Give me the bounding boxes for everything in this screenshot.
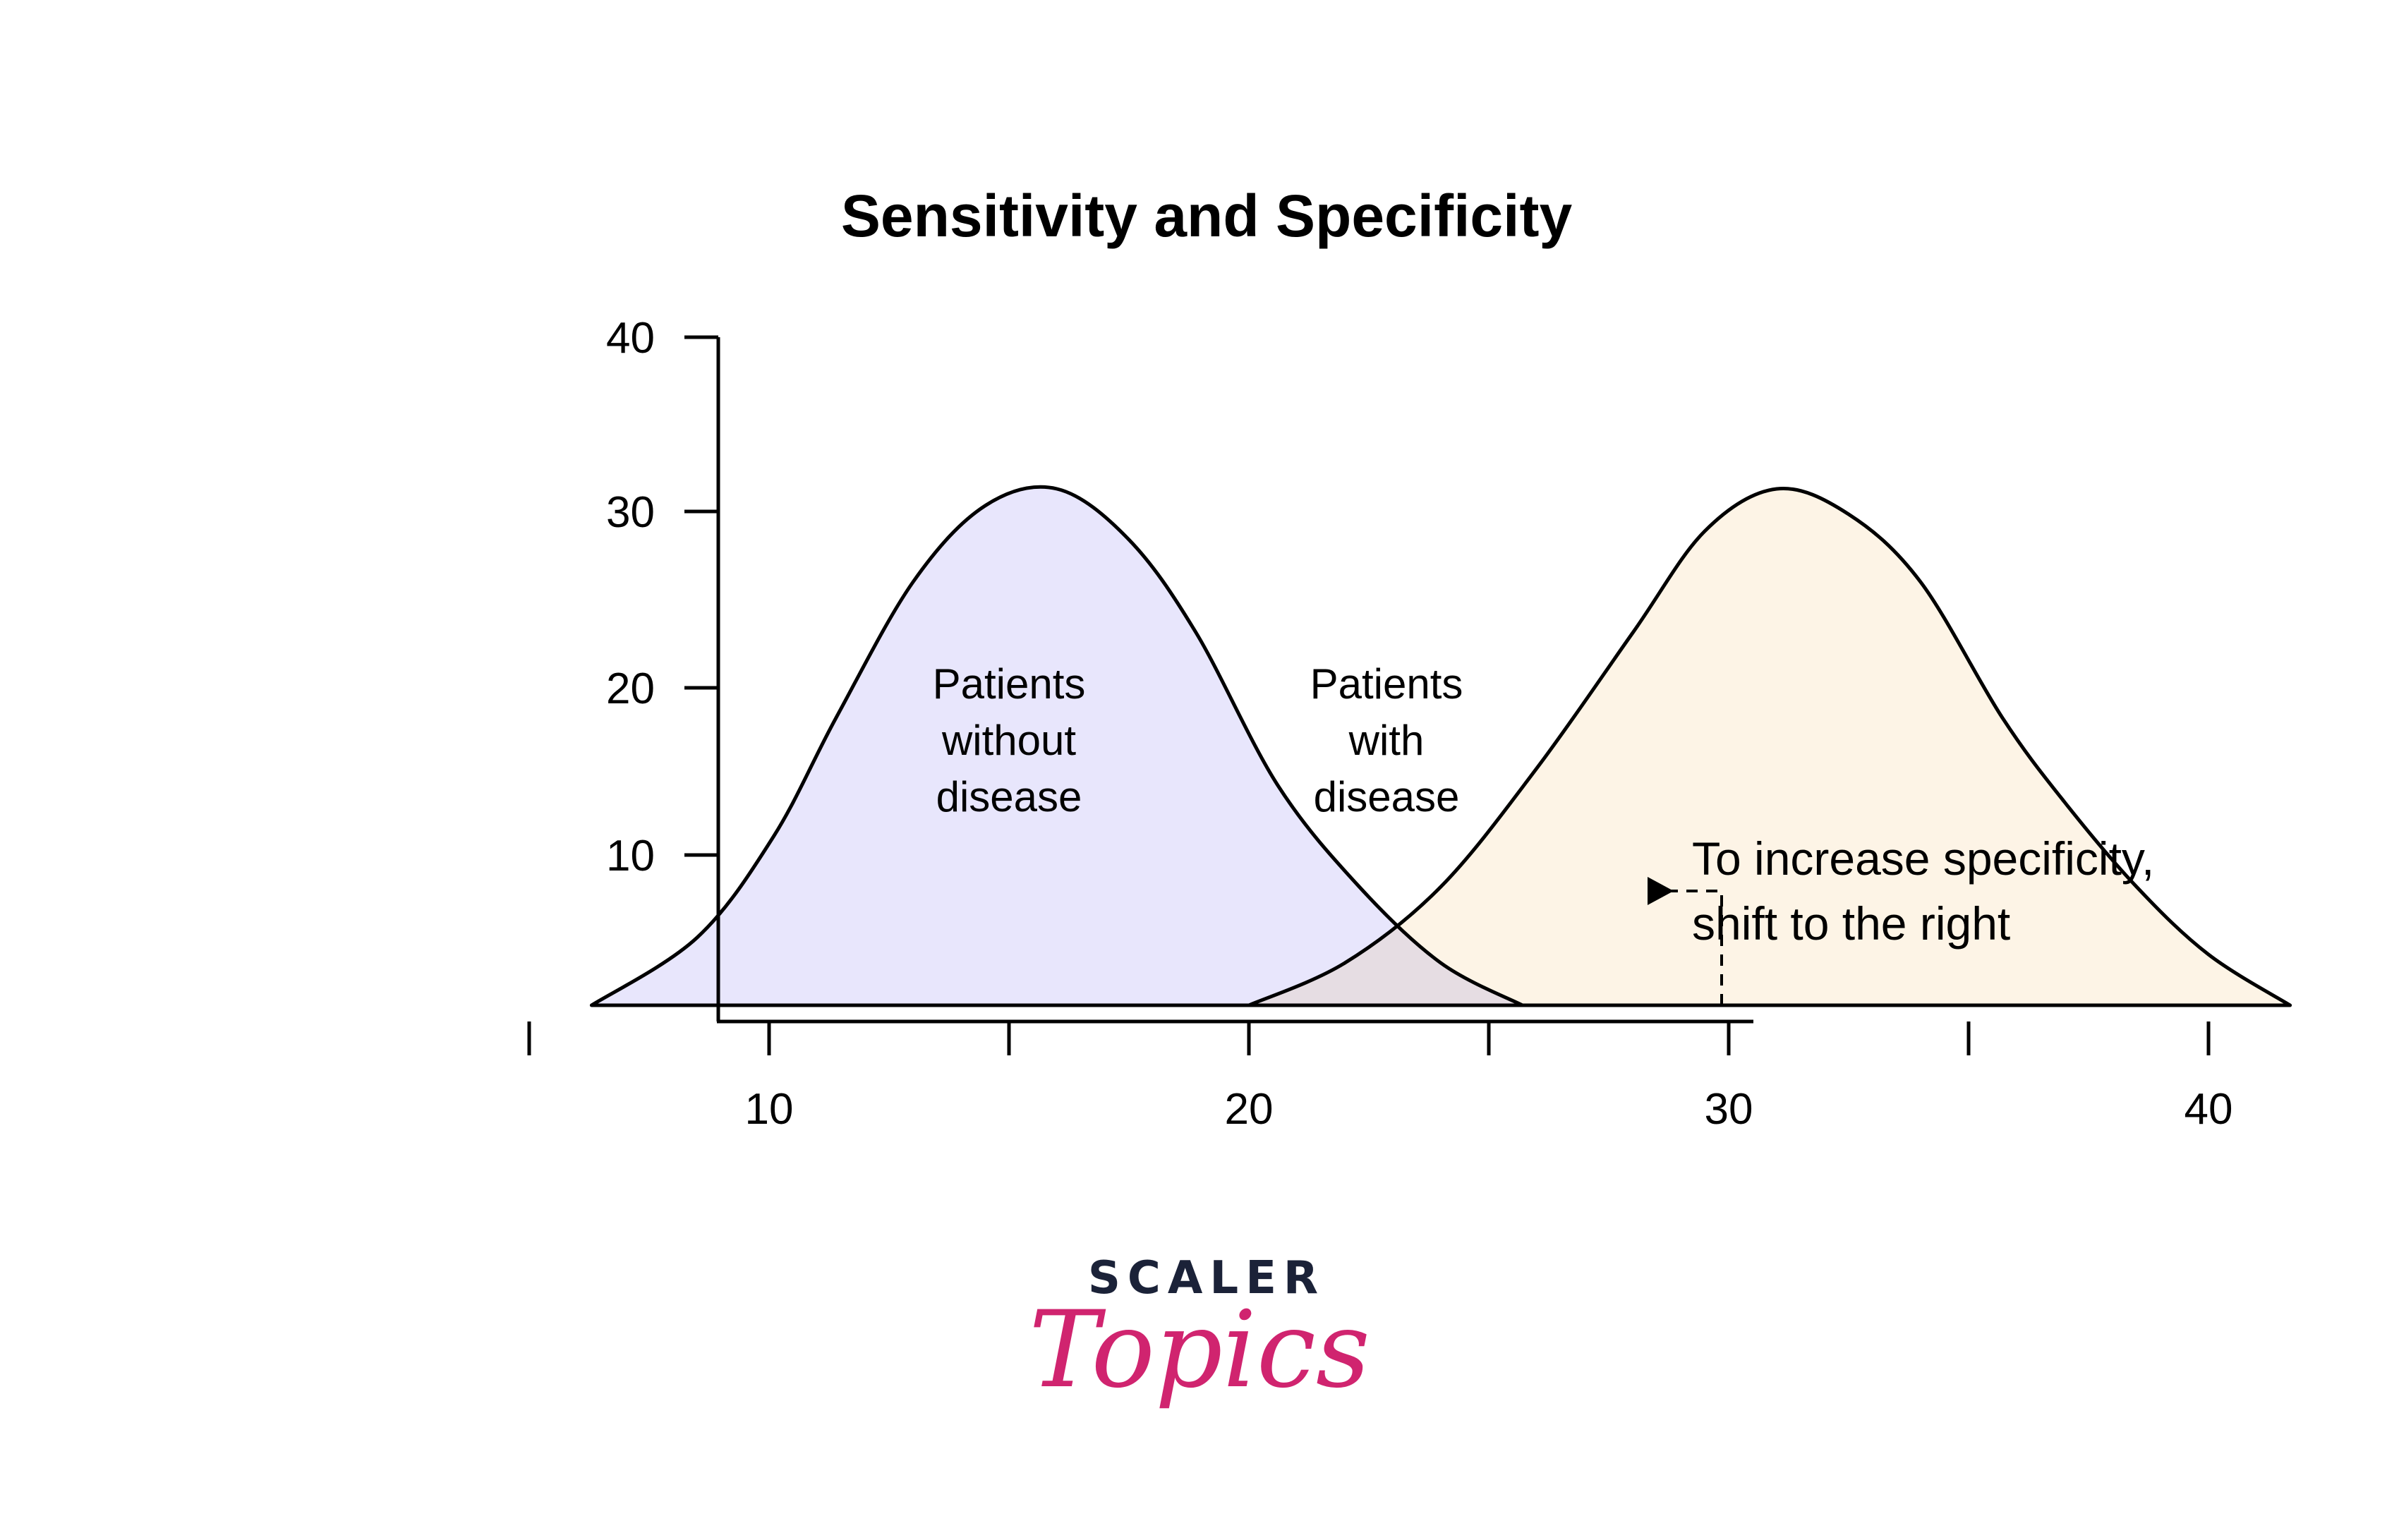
region-label-line: disease bbox=[1314, 773, 1460, 820]
region-label-without-disease: Patients without disease bbox=[933, 660, 1086, 820]
y-tick-label: 30 bbox=[606, 488, 655, 537]
logo-scaler-text: SCALER bbox=[1088, 1252, 1325, 1304]
x-tick-label: 30 bbox=[1705, 1085, 1753, 1134]
region-label-line: without bbox=[941, 717, 1076, 764]
region-label-line: disease bbox=[936, 773, 1082, 820]
annotation-text-line: shift to the right bbox=[1692, 897, 2010, 950]
series-outline-with-disease bbox=[1247, 486, 2292, 1007]
y-tick-label: 20 bbox=[606, 665, 655, 713]
threshold-dashed-line bbox=[1655, 890, 1723, 1005]
logo-topics-text: Topics bbox=[1029, 1289, 1370, 1412]
region-label-line: Patients bbox=[933, 660, 1086, 708]
region-label-line: with bbox=[1348, 717, 1425, 764]
region-label-line: Patients bbox=[1310, 660, 1463, 708]
x-tick-label: 10 bbox=[745, 1085, 794, 1134]
series-outline-without-disease bbox=[589, 485, 1525, 1007]
logo: SCALER Topics bbox=[1029, 1252, 1370, 1412]
x-tick-label: 40 bbox=[2185, 1085, 2233, 1134]
y-tick-label: 10 bbox=[606, 832, 655, 880]
annotation-text-line: To increase specificity, bbox=[1692, 832, 2154, 885]
x-tick-label: 20 bbox=[1225, 1085, 1274, 1134]
threshold-arrowhead bbox=[1648, 877, 1674, 905]
region-label-with-disease: Patients with disease bbox=[1310, 660, 1463, 820]
chart-title: Sensitivity and Specificity bbox=[841, 183, 1573, 249]
y-tick-label: 40 bbox=[606, 314, 655, 363]
plot-area: 10 20 30 4010203040PatientswithoutdiseasePa… bbox=[527, 314, 2292, 1134]
series-area-with-disease bbox=[1249, 488, 2290, 1005]
series-area-without-disease bbox=[591, 487, 1523, 1005]
